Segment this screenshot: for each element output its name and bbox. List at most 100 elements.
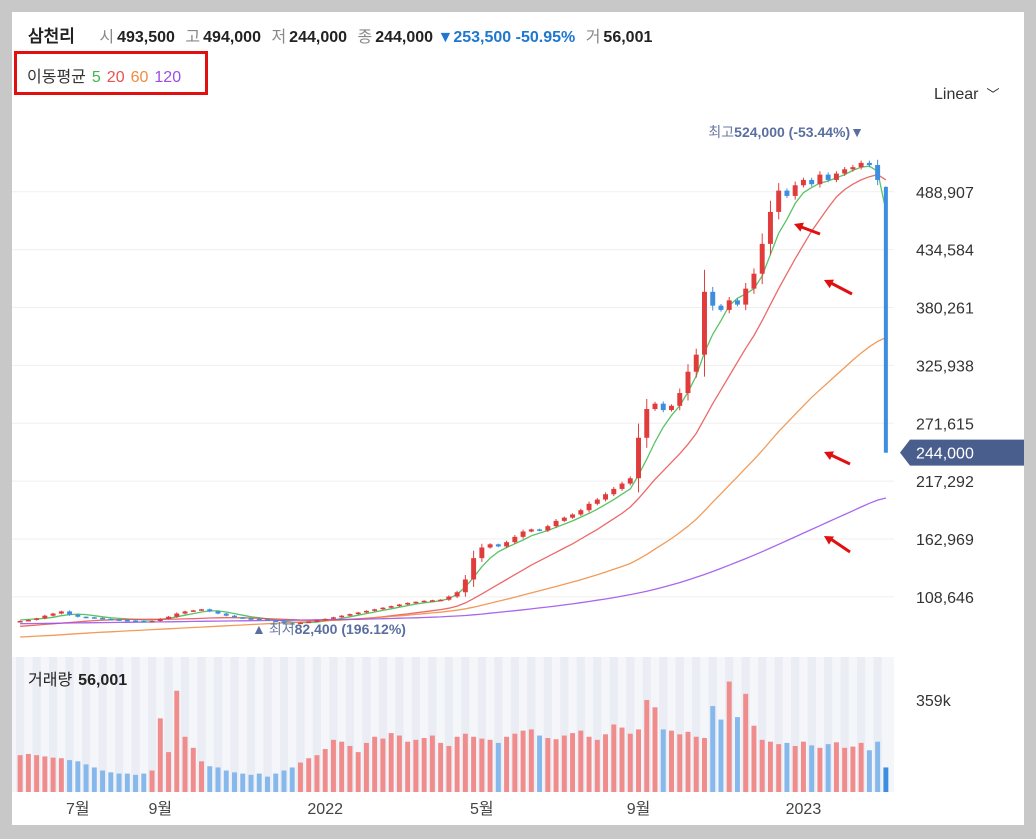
red-arrow-head: [824, 279, 834, 289]
candle-body: [520, 531, 526, 537]
current-price-label: 244,000: [916, 446, 974, 463]
candle-body: [776, 190, 782, 212]
candle-body: [627, 478, 633, 484]
candle-body: [25, 619, 31, 622]
volume-stripe: [395, 657, 404, 792]
volume-bar: [265, 776, 270, 792]
candle-body: [289, 623, 295, 625]
volume-stripe: [329, 657, 338, 792]
volume-bar: [289, 767, 295, 792]
ma-60-label[interactable]: 60: [130, 69, 149, 86]
volume-bar: [619, 727, 625, 792]
volume-label: 거래량: [28, 672, 73, 689]
ma-120-label[interactable]: 120: [154, 69, 182, 86]
red-arrow-shaft: [829, 281, 853, 296]
price-axis-label: 108,646: [916, 590, 974, 607]
volume-bar: [232, 772, 237, 792]
scale-selector[interactable]: Linear ﹀: [934, 84, 1000, 104]
volume-bar: [256, 773, 262, 792]
volume-stripe: [411, 657, 421, 792]
volume-bar: [627, 733, 633, 792]
volume-bar: [636, 729, 641, 792]
volume-stripe: [213, 657, 223, 792]
volume-bar: [215, 767, 221, 792]
volume-stripe: [147, 657, 157, 792]
ma-60-line: [20, 337, 887, 638]
candle-body: [866, 162, 872, 166]
ma-120-line: [20, 497, 887, 625]
volume-bar: [734, 717, 740, 792]
candle-body: [157, 618, 163, 622]
candle-body: [232, 615, 237, 618]
x-axis-label: 2022: [307, 801, 343, 818]
volume-bar: [537, 735, 543, 792]
volume-bar: [825, 744, 831, 792]
volume-header-label: 거: [585, 29, 601, 46]
candle-body: [405, 602, 411, 605]
price-chart[interactable]: 488,907 434,584 380,261 325,938 271,615 217,2…: [12, 12, 1024, 825]
chart-panel: 488,907 434,584 380,261 325,938 271,615 217,2…: [12, 12, 1024, 825]
candle-body: [42, 615, 48, 619]
volume-stripe: [263, 657, 272, 792]
low-value: 244,000: [289, 29, 348, 46]
price-axis-label: 217,292: [916, 474, 974, 491]
volume-stripe: [444, 657, 453, 792]
volume-bar: [108, 772, 114, 792]
volume-stripe: [774, 657, 783, 792]
volume-bar: [438, 742, 444, 792]
price-axis-label: 488,907: [916, 185, 974, 202]
ma-5-label[interactable]: 5: [91, 69, 101, 86]
volume-bar: [17, 755, 23, 792]
candle-body: [767, 211, 773, 244]
volume-bar: [25, 753, 31, 792]
candle-body: [586, 503, 592, 511]
candle-body: [223, 613, 229, 616]
volume-bar: [669, 730, 674, 792]
x-axis-label: 2023: [786, 801, 822, 818]
volume-bar: [578, 730, 584, 792]
candle-body: [372, 609, 378, 611]
ma-20-label[interactable]: 20: [106, 69, 125, 86]
close-value: 244,000: [375, 29, 434, 46]
volume-stripe: [197, 657, 206, 792]
volume-bar: [380, 738, 386, 792]
volume-stripe: [362, 657, 371, 792]
price-axis-label: 271,615: [916, 416, 974, 433]
volume-bar: [685, 731, 691, 792]
volume-bar: [396, 735, 402, 792]
volume-stripe: [312, 657, 322, 792]
candle-body: [594, 499, 600, 504]
candle-body: [396, 604, 402, 607]
volume-bar: [710, 706, 716, 792]
volume-bar: [446, 745, 452, 792]
volume-bar: [405, 741, 411, 792]
candle-body: [792, 185, 798, 196]
candle-body: [446, 596, 452, 600]
candle-body: [578, 510, 584, 515]
candle-body: [677, 393, 683, 406]
low-annotation-value: 82,400 (196.12%): [295, 621, 406, 637]
candle-body: [817, 174, 823, 185]
volume-bar: [726, 681, 732, 792]
volume-stripe: [246, 657, 256, 792]
volume-bar: [693, 736, 699, 792]
volume-bar: [833, 742, 839, 792]
volume-bar: [116, 773, 122, 792]
high-annotation-value: 524,000 (-53.44%): [734, 124, 850, 140]
low-annotation-label: 최저: [269, 621, 295, 637]
change-value: 253,500: [453, 29, 512, 46]
volume-bar: [792, 745, 798, 792]
candle-body: [314, 620, 320, 622]
volume-bar: [652, 707, 658, 792]
moving-average-legend[interactable]: 이동평균 5 20 60 120: [14, 51, 208, 95]
volume-bar: [207, 766, 213, 792]
volume-bar: [223, 770, 229, 792]
candle-body: [34, 618, 40, 620]
volume-bar: [124, 773, 130, 792]
candle-body: [537, 529, 543, 531]
candle-body: [17, 621, 23, 623]
volume-bar: [157, 718, 163, 792]
candle-body: [800, 179, 806, 186]
volume-stripe: [230, 657, 239, 792]
volume-stripe: [758, 657, 767, 792]
